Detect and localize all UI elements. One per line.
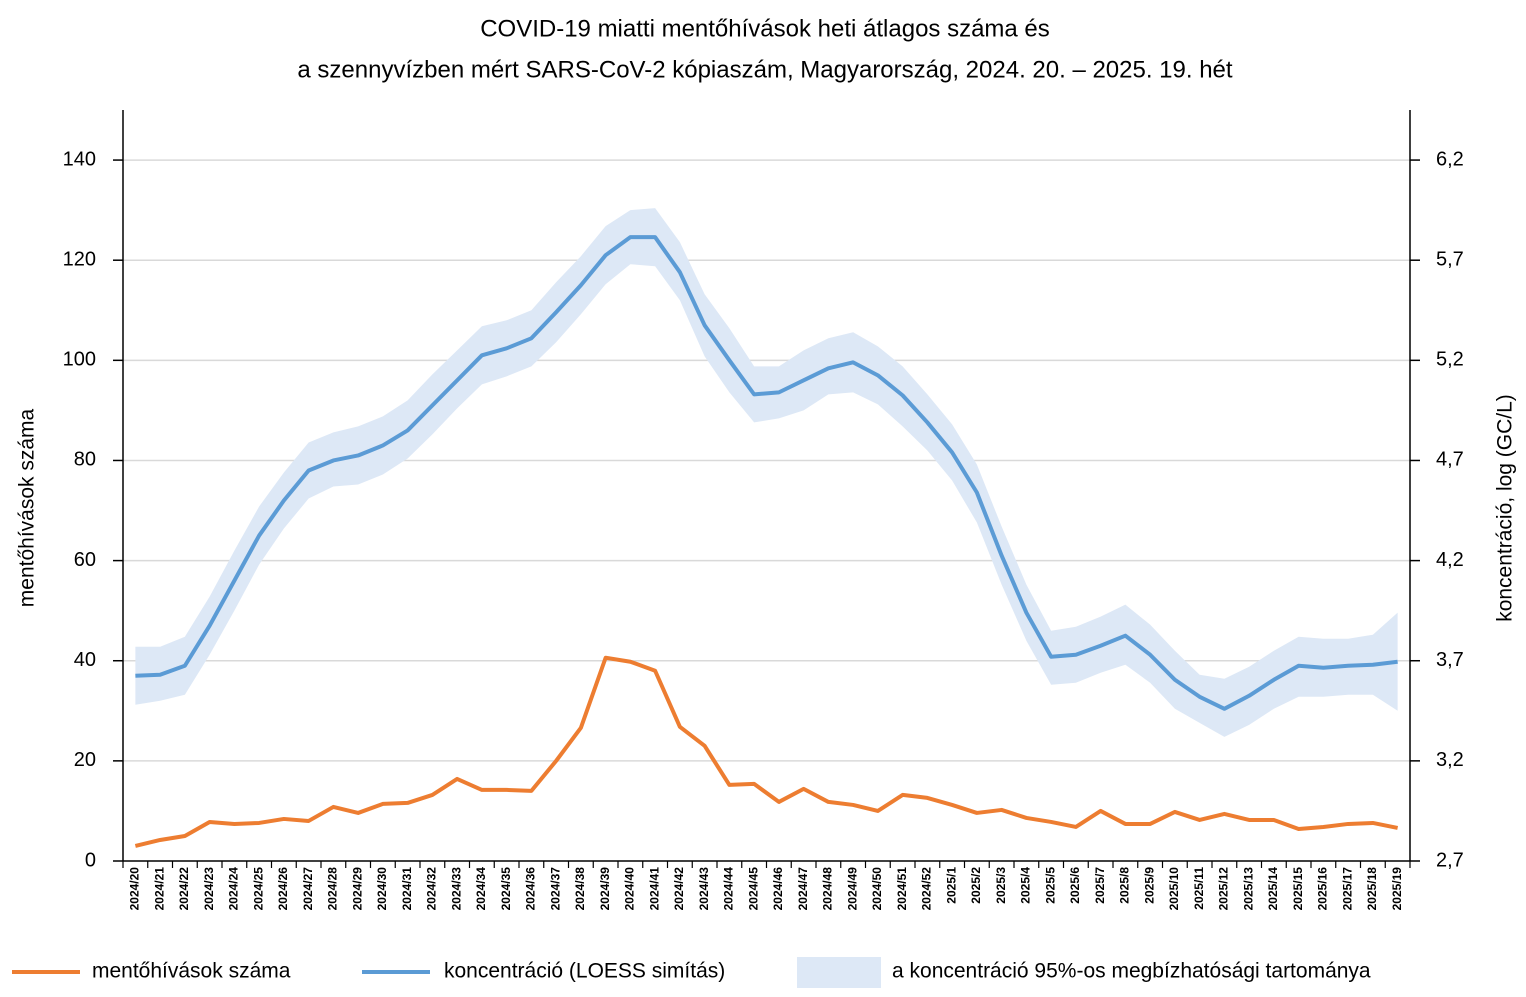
x-tick-label: 2024/30 (375, 867, 389, 911)
y-tick-label: 80 (74, 449, 96, 471)
x-tick-label: 2025/3 (994, 867, 1008, 904)
x-tick-label: 2024/44 (722, 867, 736, 911)
x-tick-label: 2024/42 (672, 867, 686, 911)
y2-tick-label: 3,2 (1436, 749, 1464, 771)
y2-tick-label: 4,2 (1436, 549, 1464, 571)
x-tick-label: 2024/35 (499, 867, 513, 911)
line-series (134, 655, 1399, 848)
x-tick-label: 2024/51 (895, 867, 909, 911)
y2-tick-label: 5,7 (1436, 248, 1464, 270)
x-tick-label: 2024/29 (350, 867, 364, 911)
x-tick-label: 2024/46 (771, 867, 785, 911)
x-tick-label: 2024/47 (796, 867, 810, 911)
x-tick-label: 2025/16 (1316, 867, 1330, 911)
legend-swatch (797, 957, 881, 988)
chart-title: COVID-19 miatti mentőhívások heti átlago… (480, 15, 1050, 42)
legend-label: a koncentráció 95%-os megbízhatósági tar… (892, 960, 1371, 983)
y-tick-label: 40 (74, 649, 96, 671)
y2-tick-label: 2,7 (1436, 849, 1464, 871)
line-series (135, 235, 1398, 711)
x-tick-label: 2024/27 (301, 867, 315, 911)
x-tick-label: 2025/5 (1043, 867, 1057, 904)
x-tick-label: 2024/43 (697, 867, 711, 911)
x-tick-label: 2025/4 (1019, 867, 1033, 904)
x-tick-label: 2025/14 (1266, 867, 1280, 911)
y2-tick-label: 4,7 (1436, 449, 1464, 471)
x-tick-label: 2025/17 (1340, 867, 1354, 911)
x-tick-label: 2024/21 (152, 867, 166, 911)
x-tick-label: 2024/40 (623, 867, 637, 911)
x-tick-label: 2024/33 (449, 867, 463, 911)
confidence-band (135, 208, 1398, 737)
y-tick-label: 120 (63, 248, 96, 270)
x-tick-label: 2024/49 (845, 867, 859, 911)
x-tick-label: 2024/41 (647, 867, 661, 911)
x-tick-label: 2024/36 (524, 867, 538, 911)
y-tick-label: 20 (74, 749, 96, 771)
x-tick-label: 2025/19 (1390, 867, 1404, 911)
y2-tick-label: 3,7 (1436, 649, 1464, 671)
x-tick-label: 2025/9 (1142, 867, 1156, 904)
x-tick-label: 2024/50 (870, 867, 884, 911)
x-tick-label: 2025/15 (1291, 867, 1305, 911)
x-tick-label: 2025/13 (1241, 867, 1255, 911)
x-tick-label: 2025/11 (1192, 867, 1206, 910)
x-tick-label: 2024/39 (598, 867, 612, 911)
y2-tick-label: 6,2 (1436, 148, 1464, 170)
x-tick-label: 2024/26 (276, 867, 290, 911)
x-tick-label: 2025/7 (1093, 867, 1107, 904)
y2-tick-label: 5,2 (1436, 349, 1464, 371)
x-tick-label: 2024/24 (227, 867, 241, 911)
y-tick-label: 60 (74, 549, 96, 571)
y-axis-label: mentőhívások száma (16, 408, 39, 607)
chart-title: a szennyvízben mért SARS-CoV-2 kópiaszám… (297, 56, 1233, 83)
x-tick-label: 2025/18 (1365, 867, 1379, 911)
y2-axis-label: koncentráció, log (GC/L) (1494, 394, 1517, 622)
x-tick-label: 2024/52 (920, 867, 934, 911)
x-tick-label: 2025/6 (1068, 867, 1082, 904)
x-tick-label: 2024/38 (573, 867, 587, 911)
legend-label: mentőhívások száma (92, 960, 291, 983)
legend-label: koncentráció (LOESS simítás) (444, 960, 725, 983)
x-tick-label: 2024/22 (177, 867, 191, 911)
x-tick-label: 2024/25 (251, 867, 265, 911)
x-tick-label: 2025/1 (944, 867, 958, 904)
x-tick-label: 2024/45 (746, 867, 760, 911)
x-tick-label: 2024/28 (326, 867, 340, 911)
x-tick-label: 2024/32 (425, 867, 439, 911)
y-tick-label: 100 (63, 349, 96, 371)
x-tick-label: 2024/37 (548, 867, 562, 911)
y-tick-label: 0 (85, 849, 96, 871)
x-tick-label: 2024/34 (474, 867, 488, 911)
x-tick-label: 2024/23 (202, 867, 216, 911)
x-tick-label: 2025/2 (969, 867, 983, 904)
x-tick-label: 2024/31 (400, 867, 414, 911)
x-tick-label: 2025/8 (1118, 867, 1132, 904)
x-tick-label: 2024/48 (821, 867, 835, 911)
x-tick-label: 2025/12 (1217, 867, 1231, 911)
x-tick-label: 2025/10 (1167, 867, 1181, 911)
x-tick-label: 2024/20 (128, 867, 142, 911)
y-tick-label: 140 (63, 148, 96, 170)
